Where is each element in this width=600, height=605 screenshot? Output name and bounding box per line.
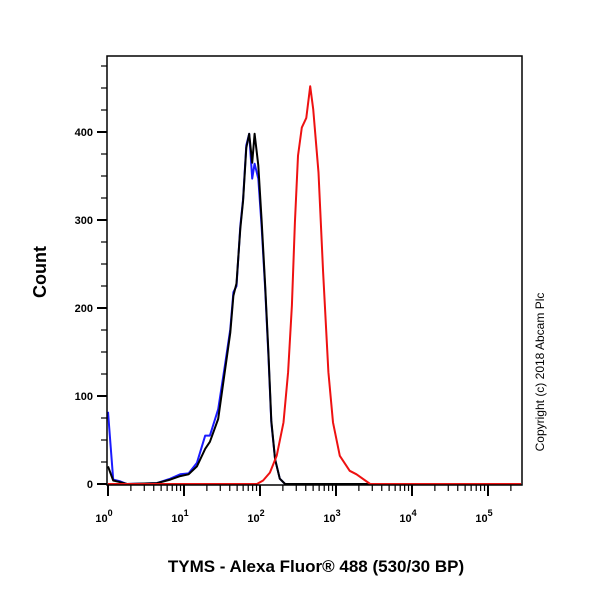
series-group (107, 85, 521, 485)
x-tick-exponent: 5 (488, 508, 493, 518)
x-tick-label: 105 (475, 508, 492, 525)
x-tick-base: 10 (399, 513, 411, 525)
series-line-1 (107, 132, 521, 485)
x-tick-label: 104 (399, 508, 416, 525)
series-line-2 (108, 85, 521, 485)
copyright-annotation: Copyright (c) 2018 Abcam Plc (533, 293, 547, 452)
x-tick-label: 100 (95, 508, 112, 525)
x-tick-exponent: 0 (108, 508, 113, 518)
plot-frame (106, 55, 523, 486)
y-axis: 0 100 200 300 400 (75, 65, 107, 491)
x-tick-base: 10 (95, 513, 107, 525)
x-tick-label: 103 (323, 508, 340, 525)
x-tick-exponent: 1 (184, 508, 189, 518)
x-tick-label: 101 (171, 508, 188, 525)
x-axis-label: TYMS - Alexa Fluor® 488 (530/30 BP) (168, 557, 464, 576)
series-line-0 (107, 132, 521, 485)
y-tick-label: 200 (75, 303, 93, 315)
y-axis-label: Count (30, 246, 50, 298)
x-tick-base: 10 (171, 513, 183, 525)
x-axis: 100 101 102 103 104 105 (95, 485, 512, 525)
x-tick-base: 10 (323, 513, 335, 525)
x-tick-exponent: 2 (260, 508, 265, 518)
y-tick-label: 300 (75, 215, 93, 227)
y-tick-label: 0 (87, 479, 93, 491)
y-tick-label: 100 (75, 391, 93, 403)
x-tick-label: 102 (247, 508, 264, 525)
x-tick-exponent: 4 (412, 508, 417, 518)
x-tick-exponent: 3 (336, 508, 341, 518)
x-tick-base: 10 (247, 513, 259, 525)
x-tick-base: 10 (475, 513, 487, 525)
y-tick-label: 400 (75, 127, 93, 139)
